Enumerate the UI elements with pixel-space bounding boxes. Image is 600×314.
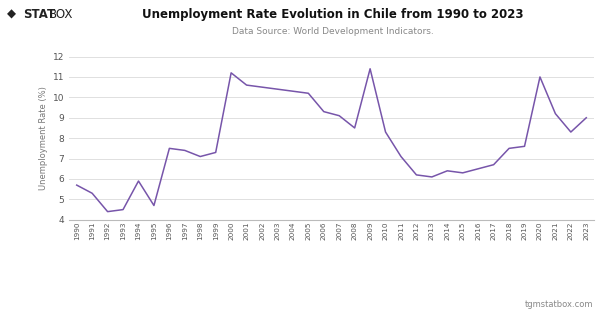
Text: STAT: STAT [23, 8, 55, 21]
Text: tgmstatbox.com: tgmstatbox.com [524, 300, 593, 309]
Text: ◆: ◆ [7, 8, 16, 21]
Y-axis label: Unemployment Rate (%): Unemployment Rate (%) [40, 86, 49, 190]
Text: BOX: BOX [49, 8, 74, 21]
Text: Unemployment Rate Evolution in Chile from 1990 to 2023: Unemployment Rate Evolution in Chile fro… [142, 8, 524, 21]
Text: Data Source: World Development Indicators.: Data Source: World Development Indicator… [232, 27, 434, 36]
